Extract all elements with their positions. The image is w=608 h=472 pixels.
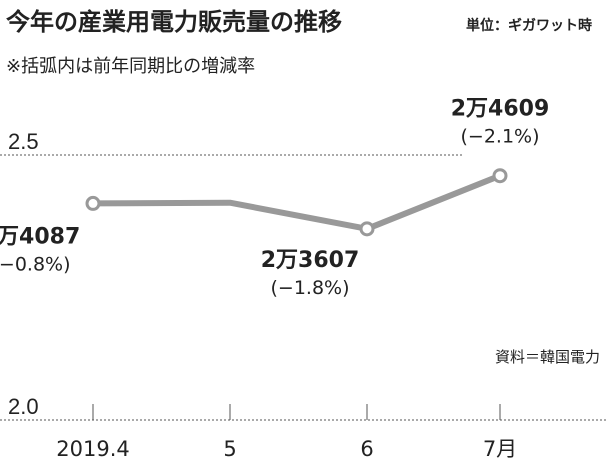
x-tick-label: 5 <box>223 437 236 461</box>
y-tick-label: 2.5 <box>8 129 39 154</box>
change-label: (−1.8%) <box>270 277 349 299</box>
chart-subtitle: ※括弧内は前年同期比の増減率 <box>6 56 255 77</box>
x-tick-label: 2019.4 <box>56 437 129 461</box>
x-tick-label: 7月 <box>483 437 517 461</box>
change-label: (−2.1%) <box>460 126 539 148</box>
change-label: (−0.8%) <box>0 253 71 275</box>
y-tick-label: 2.0 <box>8 394 39 419</box>
chart-title: 今年の産業用電力販売量の推移 <box>6 8 342 36</box>
point-marker <box>85 195 101 211</box>
value-label: 2万4087 <box>0 224 80 249</box>
source-note: 資料＝韓国電力 <box>495 348 600 366</box>
x-tick-label: 6 <box>360 437 373 461</box>
point-marker <box>359 221 375 237</box>
unit-label: 単位：ギガワット時 <box>466 17 592 34</box>
value-label: 2万4609 <box>451 97 550 122</box>
point-marker <box>492 168 508 184</box>
series-line <box>92 172 502 232</box>
value-label: 2万3607 <box>261 248 360 273</box>
